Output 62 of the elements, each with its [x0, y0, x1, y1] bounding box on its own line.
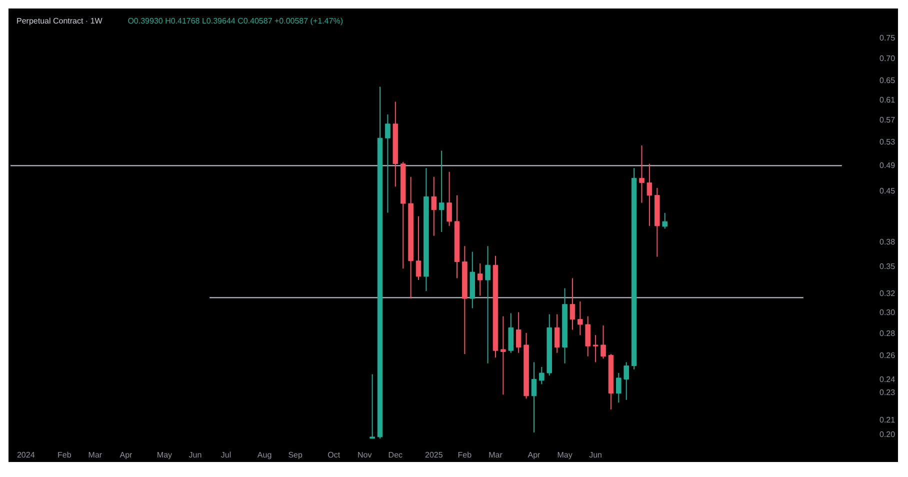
candlestick — [646, 163, 652, 226]
x-tick-label: Mar — [488, 450, 503, 460]
x-tick-label: Feb — [458, 450, 472, 460]
x-tick-label: May — [557, 450, 572, 460]
x-tick-label: Feb — [57, 450, 72, 460]
candlestick — [600, 325, 606, 360]
y-tick-label: 0.28 — [880, 328, 896, 338]
y-tick-label: 0.53 — [880, 137, 896, 146]
x-tick-label: 2024 — [17, 450, 36, 460]
candlestick — [662, 212, 668, 230]
candlestick — [554, 314, 560, 354]
y-tick-label: 0.30 — [880, 308, 896, 318]
x-tick-label: Aug — [257, 450, 272, 460]
text: Perpetual Contract · 1W — [16, 16, 103, 26]
candlestick — [578, 300, 583, 336]
y-tick-label: 0.24 — [880, 375, 896, 384]
candlestick — [416, 216, 422, 281]
x-tick-label: Apr — [528, 450, 541, 460]
y-tick-label: 0.70 — [880, 54, 896, 63]
x-tick-label: May — [156, 450, 172, 460]
y-tick-label: 0.45 — [880, 186, 896, 196]
y-tick-label: 0.21 — [880, 415, 896, 424]
candlestick — [485, 246, 490, 364]
candlestick — [531, 362, 537, 433]
y-tick-label: 0.35 — [880, 262, 896, 271]
candlestick — [385, 114, 390, 214]
candlestick — [516, 312, 522, 354]
candlestick — [370, 374, 375, 439]
y-tick-label: 0.57 — [880, 116, 896, 125]
candlestick — [438, 150, 444, 232]
candlestick — [639, 144, 644, 204]
candlestick — [585, 316, 590, 357]
candlestick — [539, 366, 544, 385]
y-tick-label: 0.61 — [880, 95, 896, 104]
y-tick-label: 0.26 — [880, 351, 896, 360]
x-tick-label: Oct — [328, 450, 341, 460]
candlestick — [431, 176, 437, 236]
text: O0.39930 H0.41768 L0.39644 C0.40587 +0.00587 (+1.47%) — [128, 16, 344, 26]
candlestick — [446, 171, 452, 226]
candlestick — [624, 362, 629, 400]
y-tick-label: 0.38 — [880, 237, 896, 246]
x-tick-label: Apr — [120, 450, 133, 460]
x-tick-label: Mar — [88, 450, 102, 460]
y-tick-label: 0.23 — [880, 388, 896, 397]
x-tick-label: Sep — [288, 450, 303, 460]
y-tick-label: 0.75 — [880, 33, 896, 42]
candlestick — [592, 334, 598, 363]
candlestick — [477, 262, 483, 296]
x-tick-label: Jun — [188, 450, 202, 460]
y-tick-label: 0.32 — [880, 288, 896, 298]
candlestick — [508, 312, 514, 354]
x-tick-label: Nov — [358, 450, 372, 460]
candlestick — [570, 278, 576, 330]
x-tick-label: Jul — [220, 450, 232, 460]
x-tick-label: Dec — [388, 450, 403, 460]
candlestick — [616, 372, 622, 404]
y-tick-label: 0.49 — [880, 161, 896, 170]
x-tick-label: Jun — [589, 450, 602, 460]
candlestick — [500, 316, 506, 396]
x-tick-label: 2025 — [425, 450, 444, 460]
y-tick-label: 0.65 — [880, 76, 896, 86]
y-tick-label: 0.20 — [880, 430, 896, 439]
